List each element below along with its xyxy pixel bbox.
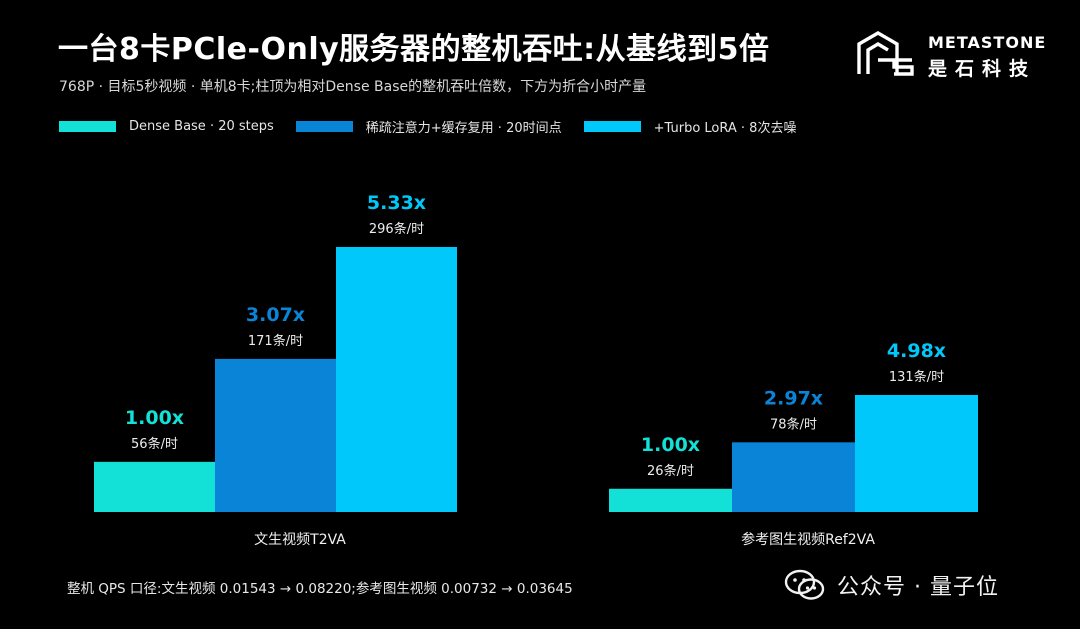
bar-throughput-label: 296条/时 [369, 221, 424, 237]
watermark-text: 公众号 · 量子位 [837, 575, 999, 600]
legend-swatch-dense [59, 120, 116, 132]
legend-label-sparse: 稀疏注意力+缓存复用 · 20时间点 [365, 120, 562, 136]
bar-throughput-label: 171条/时 [248, 333, 303, 349]
category-label: 参考图生视频Ref2VA [741, 531, 875, 548]
bar-multiplier-label: 1.00x [125, 407, 184, 429]
legend-item-sparse: 稀疏注意力+缓存复用 · 20时间点 [295, 117, 562, 136]
bar-multiplier-label: 4.98x [887, 340, 946, 362]
legend-swatch-turbo [583, 120, 641, 132]
bar-multiplier-label: 3.07x [246, 304, 305, 326]
legend-label-turbo: +Turbo LoRA · 8次去噪 [653, 120, 797, 136]
bar-dense-1 [609, 488, 732, 512]
bar-multiplier-label: 1.00x [641, 434, 700, 456]
bar-throughput-label: 26条/时 [647, 463, 694, 479]
legend-item-dense: Dense Base · 20 steps [59, 119, 274, 134]
bar-multiplier-label: 2.97x [764, 387, 823, 409]
bar-throughput-label: 56条/时 [131, 436, 178, 452]
bar-throughput-label: 131条/时 [889, 369, 944, 385]
bar-sparse-0 [215, 358, 336, 512]
bar-turbo-1 [855, 395, 978, 512]
bar-multiplier-label: 5.33x [367, 192, 426, 214]
bar-turbo-0 [336, 247, 457, 512]
legend-label-dense: Dense Base · 20 steps [129, 118, 274, 134]
logo-name-cn: 是石科技 [928, 58, 1037, 80]
bar-throughput-label: 78条/时 [770, 416, 817, 432]
legend-swatch-sparse [295, 120, 353, 132]
category-label: 文生视频T2VA [254, 532, 346, 548]
chart-legend: Dense Base · 20 steps 稀疏注意力+缓存复用 · 20时间点… [59, 116, 818, 136]
wechat-icon [784, 569, 825, 600]
logo-name-en: METASTONE [928, 33, 1047, 52]
brand-logo: METASTONE 是石科技 [856, 30, 1045, 80]
page-subtitle: 768P · 目标5秒视频 · 单机8卡;柱顶为相对Dense Base的整机吞… [59, 79, 647, 95]
bar-sparse-1 [732, 442, 855, 512]
qps-footnote: 整机 QPS 口径:文生视频 0.01543 → 0.08220;参考图生视频 … [67, 581, 573, 597]
bar-dense-0 [94, 461, 215, 512]
legend-item-turbo: +Turbo LoRA · 8次去噪 [583, 117, 797, 136]
page-title: 一台8卡PCle-Only服务器的整机吞吐:从基线到5倍 [58, 32, 770, 67]
metastone-logo-icon [857, 31, 914, 76]
watermark: 公众号 · 量子位 [783, 565, 999, 605]
